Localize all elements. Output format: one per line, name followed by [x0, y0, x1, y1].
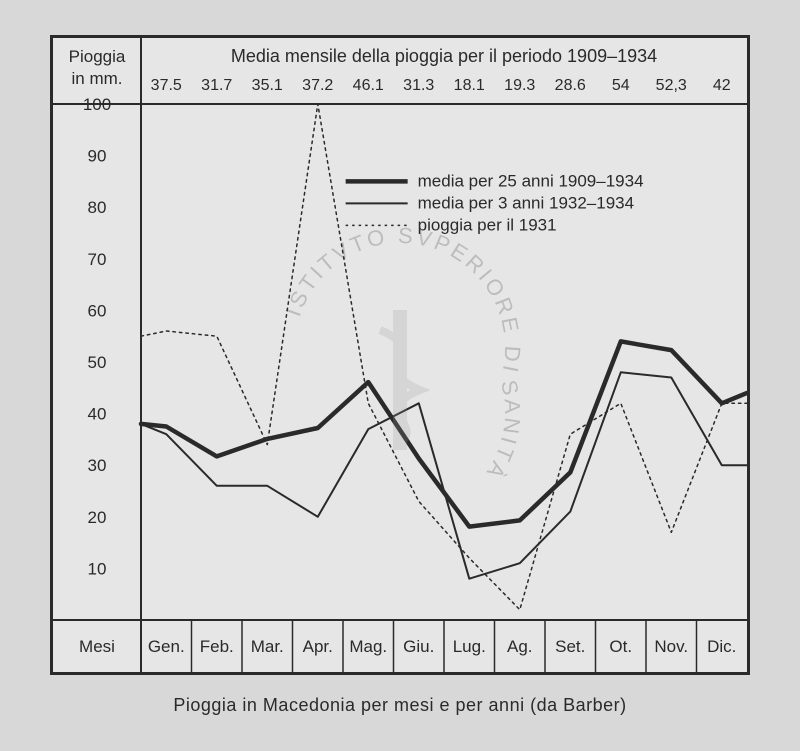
y-tick-label: 30: [88, 456, 107, 475]
month-label: Feb.: [200, 637, 234, 656]
y-tick-label: 50: [88, 353, 107, 372]
page: Media mensile della pioggia per il perio…: [0, 0, 800, 751]
month-label: Mar.: [251, 637, 284, 656]
month-label: Giu.: [403, 637, 434, 656]
top-value: 42: [713, 77, 731, 94]
top-value: 37.5: [151, 77, 182, 94]
top-value: 31.7: [201, 77, 232, 94]
y-tick-label: 10: [88, 559, 107, 578]
month-label: Apr.: [303, 637, 333, 656]
month-label: Gen.: [148, 637, 185, 656]
top-value: 28.6: [555, 77, 586, 94]
legend-label: media per 3 anni 1932–1934: [418, 193, 634, 212]
y-axis-label-2: in mm.: [72, 69, 123, 88]
y-tick-label: 90: [88, 147, 107, 166]
y-tick-label: 40: [88, 405, 107, 424]
top-value: 19.3: [504, 77, 535, 94]
month-label: Ag.: [507, 637, 533, 656]
top-value: 52,3: [656, 77, 687, 94]
legend-label: pioggia per il 1931: [418, 215, 557, 234]
top-value: 31.3: [403, 77, 434, 94]
top-value: 35.1: [252, 77, 283, 94]
top-value: 54: [612, 77, 630, 94]
legend-label: media per 25 anni 1909–1934: [418, 171, 644, 190]
month-label: Dic.: [707, 637, 736, 656]
month-label: Nov.: [654, 637, 688, 656]
y-axis-label-1: Pioggia: [69, 47, 126, 66]
month-label: Ot.: [609, 637, 632, 656]
y-tick-label: 70: [88, 250, 107, 269]
top-value: 18.1: [454, 77, 485, 94]
y-tick-label: 20: [88, 508, 107, 527]
chart-title: Media mensile della pioggia per il perio…: [231, 46, 657, 66]
series-media3: [141, 372, 747, 578]
month-label: Lug.: [453, 637, 486, 656]
month-label: Set.: [555, 637, 585, 656]
y-tick-label: 80: [88, 198, 107, 217]
y-tick-label: 100: [83, 95, 111, 114]
chart-figure: Media mensile della pioggia per il perio…: [50, 35, 750, 675]
y-tick-label: 60: [88, 301, 107, 320]
months-header: Mesi: [79, 637, 115, 656]
top-value: 37.2: [302, 77, 333, 94]
chart-svg: Media mensile della pioggia per il perio…: [53, 38, 747, 672]
caption: Pioggia in Macedonia per mesi e per anni…: [0, 695, 800, 716]
month-label: Mag.: [349, 637, 387, 656]
top-value: 46.1: [353, 77, 384, 94]
